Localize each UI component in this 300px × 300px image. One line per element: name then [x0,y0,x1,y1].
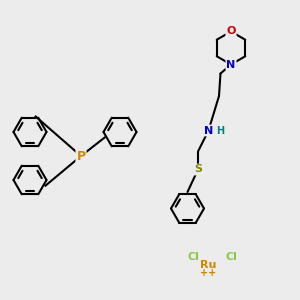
Text: H: H [216,125,225,136]
Text: ++: ++ [200,268,217,278]
Text: P: P [76,149,85,163]
Text: N: N [226,59,236,70]
Text: O: O [226,26,236,37]
Text: Ru: Ru [200,260,217,271]
Text: Cl: Cl [225,251,237,262]
Text: Cl: Cl [188,251,200,262]
Text: N: N [204,125,213,136]
Text: S: S [194,164,202,175]
